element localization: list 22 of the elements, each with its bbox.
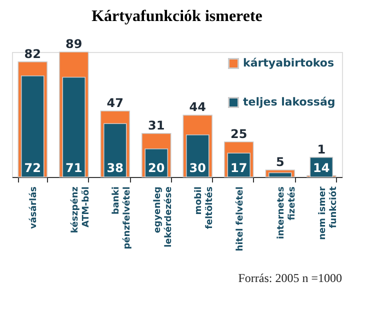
text: Forrás: 2005 n =1000	[238, 271, 342, 285]
data-label: 30	[189, 161, 206, 175]
data-label: 20	[148, 161, 165, 175]
x-tick-label: hitel felvétel	[234, 186, 246, 252]
data-label: 17	[230, 161, 248, 175]
data-label: 38	[106, 161, 124, 175]
data-label: 89	[66, 37, 82, 51]
data-label: 71	[66, 161, 82, 175]
data-label: 47	[106, 96, 124, 110]
data-label: 31	[148, 118, 165, 132]
data-label: 72	[24, 161, 41, 175]
x-tick-label: internetes fizetés	[276, 186, 298, 240]
data-label: 25	[230, 126, 248, 141]
x-tick-label: vásárlás	[28, 186, 40, 229]
data-label: 44	[189, 100, 206, 114]
data-label: 1	[317, 142, 326, 156]
data-label: 14	[313, 161, 330, 175]
data-label: 82	[24, 46, 41, 61]
chart-title: Kártyafunkciók ismerete	[92, 8, 262, 25]
data-label: 5	[276, 154, 284, 169]
legend-label: teljes lakosság	[243, 96, 336, 108]
legend-label: kártyabirtokos	[243, 56, 334, 70]
